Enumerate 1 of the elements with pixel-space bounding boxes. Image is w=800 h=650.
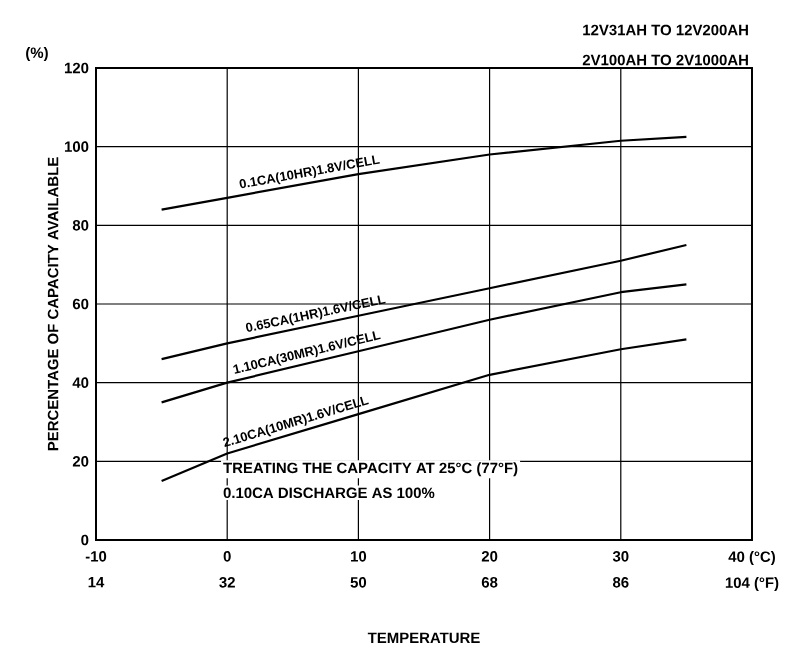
line-series xyxy=(160,135,688,211)
